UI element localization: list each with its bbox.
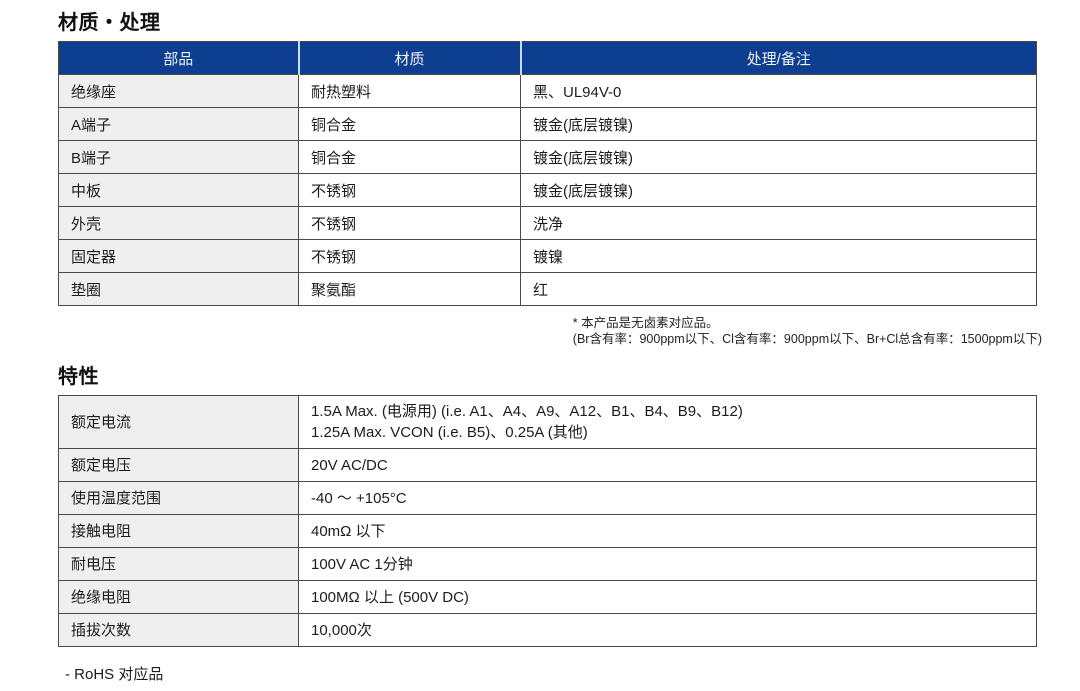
characteristic-label-cell: 耐电压 (58, 547, 299, 581)
characteristics-table-row: 插拔次数 10,000次 (58, 613, 1037, 647)
characteristics-table-row: 绝缘电阻 100MΩ 以上 (500V DC) (58, 580, 1037, 614)
characteristic-value-cell: -40 ～ +105°C (298, 481, 1037, 515)
characteristics-section-title: 特性 (58, 366, 99, 388)
part-cell: A端子 (58, 107, 299, 141)
treatment-cell: 镀金(底层镀镍) (520, 107, 1037, 141)
treatment-cell: 镀金(底层镀镍) (520, 140, 1037, 174)
characteristic-value-line: 1.25A Max. VCON (i.e. B5)、0.25A (其他) (311, 424, 588, 441)
treatment-cell: 红 (520, 272, 1037, 306)
halogen-free-note-line1: * 本产品是无卤素对应品。 (572, 316, 719, 330)
characteristic-value-cell: 40mΩ 以下 (298, 514, 1037, 548)
material-cell: 铜合金 (298, 140, 521, 174)
characteristic-label-cell: 插拔次数 (58, 613, 299, 647)
characteristics-table-body: 额定电流 1.5A Max. (电源用) (i.e. A1、A4、A9、A12、B… (58, 395, 1037, 647)
characteristic-value-cell: 20V AC/DC (298, 448, 1037, 482)
material-cell: 耐热塑料 (298, 74, 521, 108)
characteristics-table: 额定电流 1.5A Max. (电源用) (i.e. A1、A4、A9、A12、B… (58, 395, 1037, 647)
part-cell: 中板 (58, 173, 299, 207)
characteristic-label-cell: 绝缘电阻 (58, 580, 299, 614)
characteristic-label-cell: 使用温度范围 (58, 481, 299, 515)
materials-header-treatment: 处理/备注 (519, 41, 1037, 75)
characteristics-table-row: 接触电阻 40mΩ 以下 (58, 514, 1037, 548)
characteristic-value-line: 20V AC/DC (311, 456, 388, 474)
characteristics-table-row: 额定电流 1.5A Max. (电源用) (i.e. A1、A4、A9、A12、B… (58, 395, 1037, 449)
characteristics-table-row: 耐电压 100V AC 1分钟 (58, 547, 1037, 581)
characteristics-table-row: 使用温度范围 -40 ～ +105°C (58, 481, 1037, 515)
part-cell: 外壳 (58, 206, 299, 240)
treatment-cell: 镀镍 (520, 239, 1037, 273)
treatment-cell: 镀金(底层镀镍) (520, 173, 1037, 207)
material-cell: 不锈钢 (298, 206, 521, 240)
characteristic-label-cell: 接触电阻 (58, 514, 299, 548)
materials-footnote: * 本产品是无卤素对应品。 (Br含有率：900ppm以下、Cl含有率：900p… (58, 315, 1042, 347)
materials-table-row: 外壳 不锈钢 洗净 (58, 206, 1037, 240)
materials-table-row: B端子 铜合金 镀金(底层镀镍) (58, 140, 1037, 174)
materials-table-body: 绝缘座 耐热塑料 黑、UL94V-0 A端子 铜合金 镀金(底层镀镍) B端子 铜合金 镀金(底… (58, 74, 1037, 306)
characteristic-value-cell: 100MΩ 以上 (500V DC) (298, 580, 1037, 614)
materials-table: 部品 材质 处理/备注 绝缘座 耐热塑料 黑、UL94V-0 A端子 铜合金 镀金(底层镀… (58, 41, 1037, 306)
characteristic-label-cell: 额定电流 (58, 395, 299, 449)
part-cell: 绝缘座 (58, 74, 299, 108)
materials-table-row: 绝缘座 耐热塑料 黑、UL94V-0 (58, 74, 1037, 108)
treatment-cell: 洗净 (520, 206, 1037, 240)
characteristic-label-cell: 额定电压 (58, 448, 299, 482)
characteristic-value-line: 10,000次 (311, 621, 372, 639)
material-cell: 聚氨酯 (298, 272, 521, 306)
characteristic-value-line: 100MΩ 以上 (500V DC) (311, 588, 469, 606)
materials-table-row: 固定器 不锈钢 镀镍 (58, 239, 1037, 273)
characteristic-value-line: 40mΩ 以下 (311, 522, 386, 540)
material-cell: 不锈钢 (298, 173, 521, 207)
characteristic-value-line: 1.5A Max. (电源用) (i.e. A1、A4、A9、A12、B1、B4… (311, 403, 743, 420)
characteristic-value-line: 100V AC 1分钟 (311, 555, 413, 573)
characteristic-value-cell: 1.5A Max. (电源用) (i.e. A1、A4、A9、A12、B1、B4… (298, 395, 1037, 449)
characteristics-table-row: 额定电压 20V AC/DC (58, 448, 1037, 482)
materials-table-row: 垫圈 聚氨酯红 (58, 272, 1037, 306)
part-cell: 固定器 (58, 239, 299, 273)
characteristic-value-cell: 100V AC 1分钟 (298, 547, 1037, 581)
halogen-free-note-line2: (Br含有率：900ppm以下、Cl含有率：900ppm以下、Br+Cl总含有率… (572, 332, 1042, 346)
characteristic-value-line: -40 ～ +105°C (311, 489, 407, 507)
materials-table-row: A端子 铜合金 镀金(底层镀镍) (58, 107, 1037, 141)
characteristic-value-cell: 10,000次 (298, 613, 1037, 647)
part-cell: 垫圈 (58, 272, 299, 306)
rohs-note: - RoHS 对应品 (65, 666, 164, 683)
materials-header-part: 部品 (58, 41, 300, 75)
materials-section-title: 材质・处理 (58, 12, 161, 34)
materials-header-material: 材质 (297, 41, 522, 75)
material-cell: 铜合金 (298, 107, 521, 141)
treatment-cell: 黑、UL94V-0 (520, 74, 1037, 108)
materials-header-row: 部品 材质 处理/备注 (58, 41, 1037, 75)
materials-table-row: 中板 不锈钢 镀金(底层镀镍) (58, 173, 1037, 207)
part-cell: B端子 (58, 140, 299, 174)
spec-document-page: 材质・处理 部品 材质 处理/备注 绝缘座 耐热塑料 黑、UL94V-0 A端子 铜合金… (58, 6, 1042, 684)
material-cell: 不锈钢 (298, 239, 521, 273)
